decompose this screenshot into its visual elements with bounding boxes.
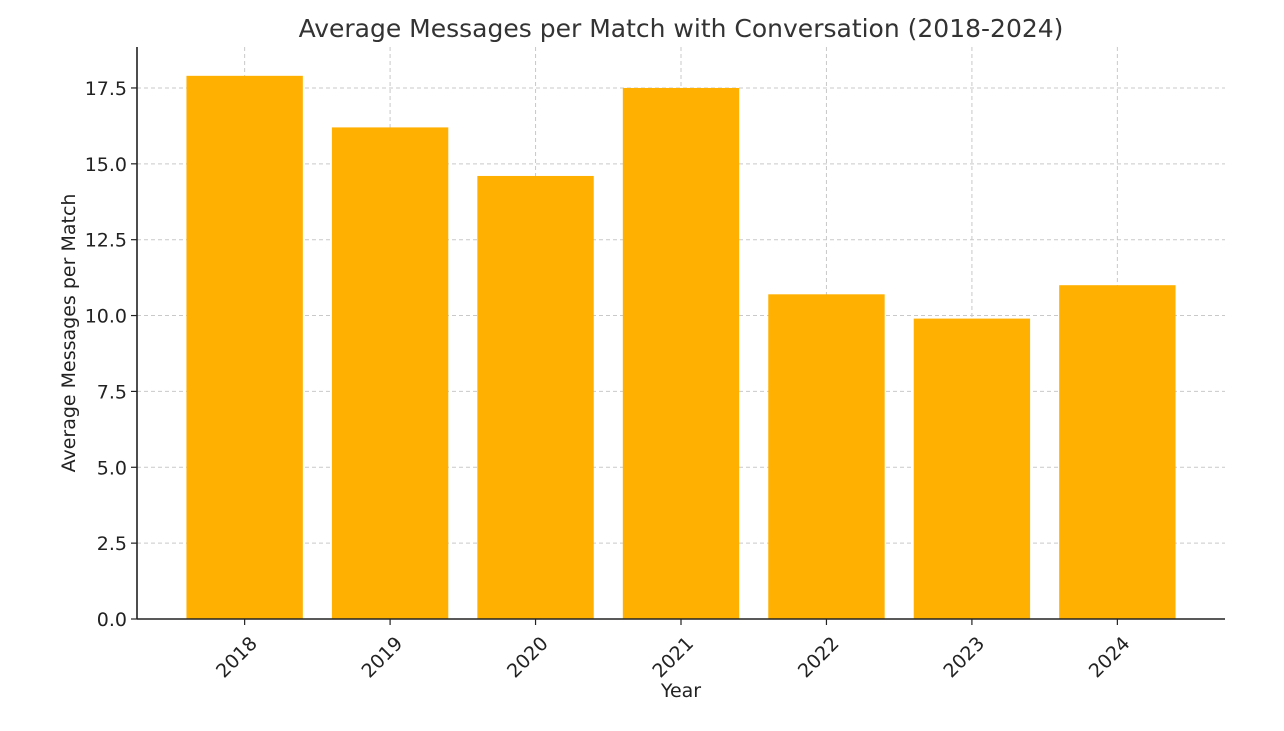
y-tick-label: 17.5 — [85, 78, 127, 100]
x-tick-label: 2019 — [357, 633, 407, 683]
bar-2020 — [477, 175, 594, 619]
y-tick-label: 0.0 — [97, 609, 127, 631]
x-tick-label: 2021 — [648, 633, 698, 683]
y-tick-label: 12.5 — [85, 230, 127, 252]
y-tick-label: 2.5 — [97, 533, 127, 555]
x-axis-ticks: 2018 2019 2020 2021 2022 2023 2024 — [212, 619, 1135, 683]
bar-2018 — [186, 75, 303, 620]
x-tick-label: 2018 — [212, 633, 262, 683]
bar-2023 — [913, 318, 1031, 619]
x-tick-label: 2024 — [1085, 633, 1135, 683]
bar-2024 — [1059, 285, 1176, 619]
bar-2021 — [622, 87, 740, 619]
x-axis-label: Year — [660, 680, 701, 702]
x-tick-label: 2023 — [939, 633, 989, 683]
y-axis-ticks: 0.0 2.5 5.0 7.5 10.0 12.5 15.0 17.5 — [85, 78, 137, 631]
y-axis-label: Average Messages per Match — [58, 194, 80, 473]
x-tick-label: 2022 — [794, 633, 844, 683]
y-tick-label: 15.0 — [85, 154, 127, 176]
bar-2022 — [768, 294, 885, 619]
y-tick-label: 5.0 — [97, 457, 127, 479]
bar-2019 — [331, 127, 449, 620]
y-tick-label: 10.0 — [85, 306, 127, 328]
y-tick-label: 7.5 — [97, 381, 127, 403]
chart-title: Average Messages per Match with Conversa… — [299, 14, 1064, 43]
x-tick-label: 2020 — [503, 633, 553, 683]
bars — [186, 75, 1176, 620]
